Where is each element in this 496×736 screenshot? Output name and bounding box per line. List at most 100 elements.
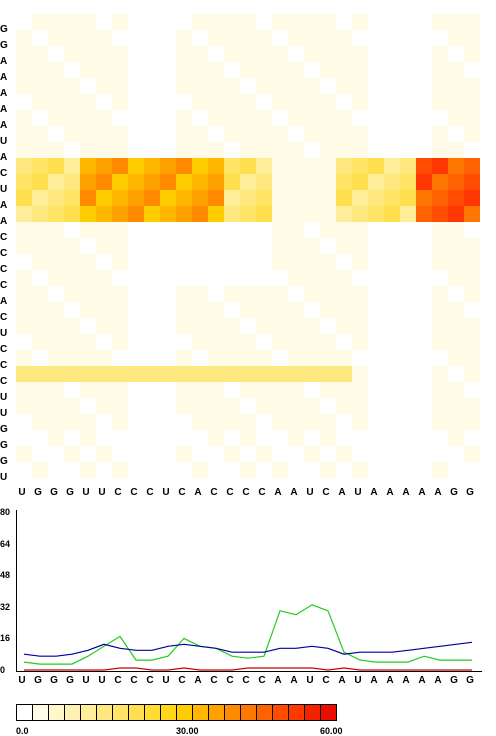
column-label: U	[98, 675, 106, 686]
heatmap-cell	[464, 14, 480, 30]
row-label: G	[0, 40, 8, 51]
heatmap-cell	[464, 110, 480, 126]
column-label: A	[434, 675, 442, 686]
column-label: C	[114, 487, 122, 498]
heatmap-cell	[320, 286, 336, 302]
heatmap-cell	[272, 302, 288, 318]
heatmap-cell	[224, 446, 240, 462]
heatmap-cell	[80, 430, 96, 446]
heatmap-cell	[208, 318, 224, 334]
heatmap-cell	[256, 398, 272, 414]
heatmap-cell	[464, 302, 480, 318]
heatmap-cell	[416, 46, 432, 62]
heatmap-cell	[128, 62, 144, 78]
heatmap-cell	[432, 414, 448, 430]
heatmap-cell	[240, 238, 256, 254]
series-line-1	[23, 641, 473, 657]
heatmap-cell	[256, 302, 272, 318]
heatmap-cell	[432, 174, 448, 190]
heatmap-cell	[192, 398, 208, 414]
row-label: G	[0, 24, 8, 35]
heatmap-cell	[176, 142, 192, 158]
heatmap-cell	[368, 334, 384, 350]
legend-swatch	[224, 704, 241, 721]
heatmap-cell	[416, 62, 432, 78]
heatmap-cell	[64, 46, 80, 62]
heatmap-cell	[400, 318, 416, 334]
y-tick-label: 32	[0, 601, 11, 612]
heatmap-cell	[80, 110, 96, 126]
heatmap-cell	[400, 78, 416, 94]
heatmap-cell	[464, 382, 480, 398]
heatmap-cell	[160, 398, 176, 414]
heatmap-cell	[448, 382, 464, 398]
heatmap-cell	[400, 238, 416, 254]
heatmap-cell	[352, 158, 368, 174]
heatmap-cell	[400, 366, 416, 382]
heatmap-cell	[448, 318, 464, 334]
heatmap-cell	[400, 14, 416, 30]
heatmap-cell	[96, 174, 112, 190]
heatmap-cell	[352, 94, 368, 110]
heatmap-cell	[160, 94, 176, 110]
heatmap-cell	[464, 414, 480, 430]
heatmap-cell	[32, 142, 48, 158]
heatmap-cell	[464, 430, 480, 446]
legend-mid-label: 30.00	[176, 726, 199, 736]
heatmap-cell	[112, 94, 128, 110]
heatmap-cell	[48, 254, 64, 270]
heatmap-cell	[96, 446, 112, 462]
heatmap-cell	[144, 334, 160, 350]
legend-max-label: 60.00	[320, 726, 343, 736]
heatmap-cell	[96, 222, 112, 238]
heatmap-cell	[16, 94, 32, 110]
heatmap-cell	[304, 158, 320, 174]
heatmap-cell	[112, 350, 128, 366]
heatmap-cell	[64, 318, 80, 334]
heatmap-cell	[16, 46, 32, 62]
heatmap-cell	[400, 286, 416, 302]
heatmap-cell	[304, 78, 320, 94]
column-label: U	[306, 487, 314, 498]
heatmap-cell	[448, 286, 464, 302]
heatmap-cell	[16, 286, 32, 302]
heatmap-cell	[368, 110, 384, 126]
heatmap-cell	[192, 174, 208, 190]
heatmap-cell	[112, 462, 128, 478]
heatmap-cell	[336, 286, 352, 302]
heatmap-cell	[48, 286, 64, 302]
heatmap-cell	[192, 158, 208, 174]
heatmap-cell	[48, 366, 64, 382]
heatmap-cell	[80, 414, 96, 430]
heatmap-cell	[448, 174, 464, 190]
contact-heatmap	[16, 14, 480, 478]
heatmap-cell	[320, 174, 336, 190]
row-label: U	[0, 408, 8, 419]
heatmap-cell	[240, 366, 256, 382]
heatmap-cell	[320, 30, 336, 46]
heatmap-cell	[80, 398, 96, 414]
heatmap-cell	[400, 430, 416, 446]
heatmap-cell	[176, 382, 192, 398]
heatmap-cell	[272, 414, 288, 430]
column-label: A	[402, 487, 410, 498]
heatmap-cell	[288, 126, 304, 142]
heatmap-cell	[112, 46, 128, 62]
column-label: G	[50, 675, 58, 686]
heatmap-cell	[144, 94, 160, 110]
heatmap-cell	[336, 350, 352, 366]
heatmap-cell	[384, 190, 400, 206]
heatmap-cell	[384, 286, 400, 302]
heatmap-cell	[320, 158, 336, 174]
heatmap-cell	[352, 30, 368, 46]
heatmap-cell	[272, 350, 288, 366]
y-tick-label: 48	[0, 570, 11, 581]
heatmap-cell	[416, 126, 432, 142]
heatmap-cell	[96, 462, 112, 478]
heatmap-cell	[336, 334, 352, 350]
heatmap-cell	[448, 254, 464, 270]
heatmap-cell	[400, 270, 416, 286]
column-label: G	[450, 675, 458, 686]
heatmap-cell	[288, 462, 304, 478]
heatmap-cell	[112, 62, 128, 78]
